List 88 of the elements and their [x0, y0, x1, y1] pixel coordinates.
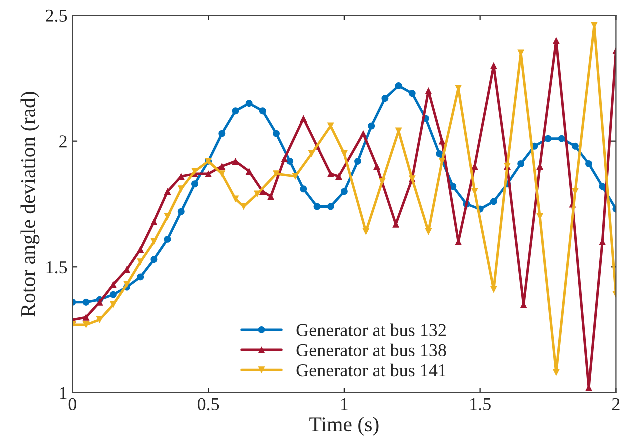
point: [327, 203, 334, 210]
point: [110, 291, 117, 298]
point: [232, 108, 240, 115]
point: [124, 281, 131, 288]
point: [82, 298, 90, 306]
point: [586, 160, 592, 168]
point: [246, 100, 253, 108]
point: [379, 178, 386, 186]
point: [110, 301, 117, 308]
point: [436, 150, 444, 158]
point: [192, 180, 198, 188]
point: [268, 193, 275, 200]
point: [425, 228, 432, 236]
point: [518, 160, 525, 168]
point: [552, 37, 560, 44]
x-tick-label: 1: [342, 398, 348, 410]
x-tick-label: 1.5: [470, 398, 491, 411]
point: [408, 90, 416, 98]
point: [137, 246, 144, 253]
point: [110, 281, 117, 288]
point: [327, 170, 334, 178]
point: [438, 138, 446, 145]
point: [395, 82, 402, 90]
point: [292, 173, 299, 180]
point: [336, 173, 342, 180]
point: [490, 62, 498, 70]
point: [137, 258, 144, 266]
legend-label: Generator at bus 138: [296, 344, 446, 357]
y-tick-label: 1: [60, 387, 67, 400]
legend-label: Generator at bus 141: [296, 364, 446, 377]
point: [246, 168, 253, 176]
point: [368, 122, 376, 130]
legend-label: Generator at bus 132: [296, 324, 446, 336]
point: [471, 163, 478, 170]
point: [314, 203, 321, 210]
point: [490, 198, 498, 206]
y-tick-label: 2.5: [46, 10, 68, 22]
point: [300, 186, 308, 193]
point: [490, 286, 498, 294]
point: [544, 135, 552, 142]
point: [164, 213, 172, 220]
point: [382, 95, 389, 102]
point: [178, 208, 185, 216]
x-axis-title: Time (s): [310, 416, 379, 436]
point: [340, 150, 348, 158]
point: [286, 158, 294, 165]
point: [599, 183, 606, 190]
y-tick-label: 2: [60, 136, 67, 148]
y-axis-title: Rotor angle deviation (rad): [20, 92, 40, 317]
point: [360, 130, 367, 138]
point: [150, 256, 158, 264]
point: [137, 274, 144, 281]
point: [232, 158, 240, 165]
point: [425, 88, 432, 94]
point: [218, 130, 226, 138]
point: [150, 218, 158, 226]
point: [218, 163, 226, 170]
point: [558, 135, 566, 142]
x-tick-label: 2: [612, 398, 620, 410]
point: [308, 150, 316, 158]
point: [572, 142, 579, 150]
x-tick-label: 0: [68, 398, 77, 411]
point: [374, 163, 381, 170]
point: [354, 158, 362, 165]
point: [164, 188, 172, 196]
point: [362, 228, 370, 236]
point: [150, 238, 158, 246]
point: [192, 168, 198, 176]
point: [552, 369, 560, 376]
point: [178, 186, 185, 193]
point: [164, 236, 172, 243]
point: [232, 196, 240, 203]
point: [254, 190, 261, 198]
point: [205, 170, 212, 178]
x-tick-label: 0.5: [198, 398, 220, 411]
point: [273, 170, 280, 178]
point: [273, 130, 280, 138]
point: [471, 188, 478, 196]
point: [259, 108, 266, 115]
point: [82, 322, 90, 328]
point: [340, 188, 348, 196]
point: [300, 115, 308, 122]
y-tick-label: 1.5: [46, 261, 68, 274]
point: [327, 122, 334, 130]
point: [82, 314, 90, 321]
point: [124, 266, 131, 274]
point: [281, 155, 288, 162]
point: [96, 316, 104, 324]
